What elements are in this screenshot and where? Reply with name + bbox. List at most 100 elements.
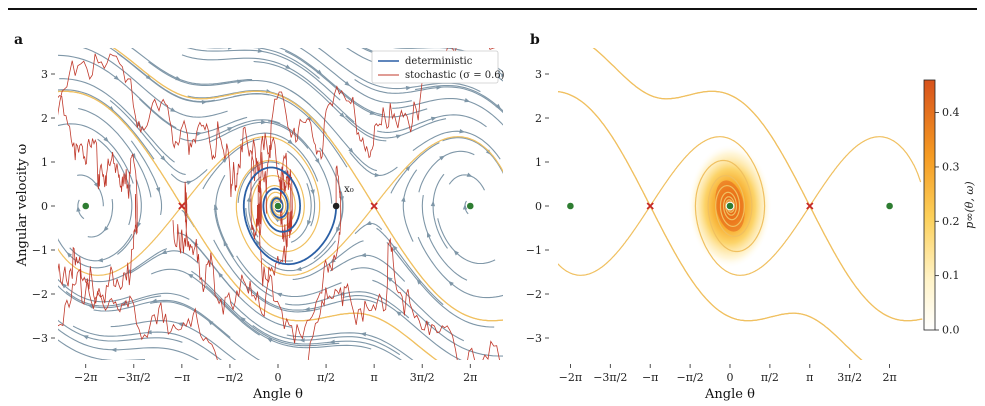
streamline-arrow [160,155,166,162]
streamline-arrow [395,134,402,139]
x-tick-label: −π/2 [216,371,243,384]
colorbar-tick-label: 0.2 [942,215,960,228]
y-tick-label: 3 [535,68,542,81]
initial-point [332,202,340,210]
y-tick-label: −3 [32,332,48,345]
streamline-arrow [464,98,471,103]
legend-label-stochastic: stochastic (σ = 0.6) [405,70,505,81]
y-tick-label: 0 [535,200,542,213]
streamline [69,233,133,262]
colorbar-gradient [923,79,936,331]
stable-manifold [58,90,183,207]
x-tick-label: −π [642,371,658,384]
stable-manifold [58,90,183,207]
streamline [329,254,406,282]
streamline [230,301,401,356]
streamline [190,239,292,328]
fixed-points [566,201,894,211]
streamline [117,179,142,255]
streamline-arrow [136,222,142,228]
y-tick-label: 1 [535,156,542,169]
streamline [58,339,146,360]
streamline [345,115,447,139]
streamline-arrow [187,273,194,279]
streamline [58,54,177,129]
streamline-arrow [237,79,243,84]
streamline [286,150,316,227]
streamline [248,287,378,311]
streamline-arrow [151,298,158,303]
saddle-point [178,202,186,210]
streamline-arrow [201,99,208,105]
streamline [130,250,199,274]
streamline-arrow [439,155,446,161]
streamline [290,183,312,243]
streamline [58,238,112,269]
streamline [437,218,496,265]
streamline-arrow [314,158,320,164]
saddle-point [370,202,378,210]
y-tick-label: −1 [526,244,542,257]
streamline-arrow [365,220,372,226]
colorbar: 0.0 0.1 0.2 0.3 0.4 p∞(θ, ω) [923,79,976,337]
streamline [286,332,414,360]
x-tick-label: 3π/2 [837,371,862,384]
colorbar-tick-label: 0.3 [942,160,960,173]
streamline [418,150,475,193]
streamline-arrow [221,157,228,163]
x-tick-label: π [371,371,378,384]
streamline [261,240,336,272]
streamline [181,54,355,123]
x-tick-label: −π/2 [677,371,704,384]
streamline [150,301,261,360]
streamline [59,78,175,163]
stable-point [465,201,475,211]
x-axis-label: Angle θ [252,387,303,402]
y-tick-label: −3 [526,332,542,345]
streamline [390,142,440,194]
streamline [181,209,195,228]
streamline-arrow [405,85,412,91]
streamline-arrow [170,107,177,112]
trajectories [58,48,500,360]
streamline [239,132,319,182]
streamline [233,93,348,168]
streamline-arrow [287,139,294,145]
streamline [150,268,260,336]
streamline-arrow [466,172,473,177]
streamline-arrow [49,333,55,337]
streamline-arrow [448,280,454,287]
stable-point [273,201,283,211]
unstable-manifold [58,205,183,276]
x-tick-label: −2π [74,371,97,384]
streamline [432,173,448,249]
stable-point [566,201,575,211]
streamline [278,48,384,116]
streamline-arrow [276,292,283,298]
streamline [376,227,444,306]
streamline-arrow [430,116,437,121]
streamline-arrow [82,335,89,340]
legend-box [371,50,499,84]
stable-manifold [809,205,923,322]
streamline-arrow [369,110,376,115]
x-tick-label: π [806,371,813,384]
stable-manifold [558,91,651,207]
streamline [342,294,462,360]
streamline [82,48,228,118]
streamline [299,48,412,104]
streamline-arrow [459,128,466,134]
streamline [215,174,234,258]
stable-manifold [649,205,863,360]
x-ticks: −2π −3π/2 −π −π/2 0 π/2 π 3π/2 2π [74,364,477,384]
streamline-arrow [227,48,234,50]
saddle-point [646,202,654,210]
streamline [109,99,186,176]
streamline-arrow [299,338,305,343]
streamline [421,195,468,281]
streamline-arrow [108,106,115,112]
stable-manifold [181,205,438,360]
x-tick-label: −3π/2 [593,371,627,384]
y-axis-label: Angular velocity ω [15,144,30,267]
stable-manifold [649,205,863,360]
